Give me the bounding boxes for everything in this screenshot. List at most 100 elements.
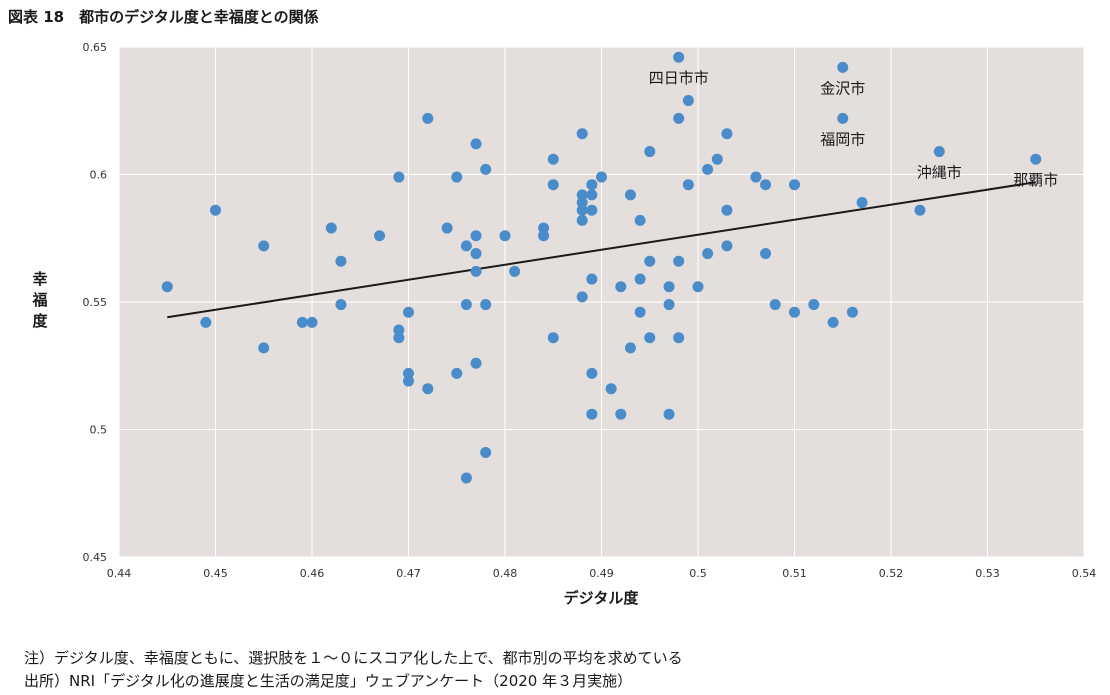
x-tick-label: 0.46 xyxy=(300,567,325,580)
data-point xyxy=(393,332,405,344)
data-point xyxy=(576,214,588,226)
data-point xyxy=(393,171,405,183)
data-point xyxy=(325,222,337,234)
data-point xyxy=(750,171,762,183)
data-point xyxy=(634,214,646,226)
data-point xyxy=(499,230,511,242)
data-point xyxy=(480,163,492,175)
data-point xyxy=(760,248,772,260)
data-point xyxy=(1030,153,1042,165)
y-tick-label: 0.5 xyxy=(90,424,108,437)
data-point xyxy=(576,128,588,140)
data-point xyxy=(663,281,675,293)
y-axis-ticks: 0.45 0.5 0.55 0.6 0.65 xyxy=(83,41,108,564)
data-point xyxy=(470,138,482,150)
y-tick-label: 0.55 xyxy=(83,296,108,309)
data-point xyxy=(460,240,472,252)
data-point xyxy=(624,342,636,354)
data-point xyxy=(441,222,453,234)
data-point xyxy=(393,324,405,336)
data-point xyxy=(422,112,434,124)
data-point xyxy=(296,316,308,328)
trendline xyxy=(167,181,1036,319)
city-label: 沖縄市 xyxy=(917,164,962,182)
data-point xyxy=(509,265,521,277)
data-point xyxy=(470,265,482,277)
data-point xyxy=(692,281,704,293)
data-point xyxy=(827,316,839,328)
city-label: 福岡市 xyxy=(820,130,865,148)
data-point xyxy=(576,189,588,201)
x-axis-label: デジタル度 xyxy=(564,589,640,607)
data-point xyxy=(634,273,646,285)
data-point xyxy=(914,204,926,216)
data-point xyxy=(596,171,607,183)
data-point xyxy=(933,146,945,158)
data-point xyxy=(200,316,212,328)
data-point xyxy=(547,332,559,344)
x-tick-label: 0.47 xyxy=(396,567,421,580)
data-point xyxy=(682,179,694,191)
y-tick-label: 0.6 xyxy=(90,169,108,182)
y-tick-label: 0.45 xyxy=(83,551,108,564)
data-point xyxy=(403,367,414,379)
data-point xyxy=(856,197,868,209)
x-tick-label: 0.44 xyxy=(107,567,132,580)
data-point xyxy=(769,299,781,311)
data-point xyxy=(721,240,733,252)
scatter-chart: 0.44 0.45 0.46 0.47 0.48 0.49 0.5 0.51 0.52 0.53 0… xyxy=(31,41,1097,607)
data-point xyxy=(673,332,685,344)
data-point xyxy=(576,197,588,209)
data-point xyxy=(335,299,347,311)
data-point xyxy=(615,281,627,293)
data-point xyxy=(576,204,588,216)
data-point xyxy=(538,222,550,234)
x-tick-label: 0.49 xyxy=(589,567,614,580)
data-point xyxy=(460,472,472,484)
data-point xyxy=(480,299,492,311)
data-point xyxy=(470,248,482,260)
data-point xyxy=(673,255,685,267)
data-point xyxy=(789,179,800,191)
data-point xyxy=(808,299,820,311)
figure-title: 図表 18 都市のデジタル度と幸福度との関係 xyxy=(8,8,319,26)
data-point xyxy=(451,367,463,379)
data-point xyxy=(644,146,656,158)
gridlines xyxy=(118,46,1085,558)
city-label: 四日市市 xyxy=(649,69,709,87)
data-point xyxy=(403,375,414,387)
data-point xyxy=(663,408,675,420)
data-point xyxy=(644,332,656,344)
y-tick-label: 0.65 xyxy=(83,41,108,54)
data-point xyxy=(258,240,270,252)
data-point xyxy=(789,306,800,318)
data-points xyxy=(161,51,1042,484)
data-point xyxy=(586,204,598,216)
y-axis-label: 幸福度 xyxy=(31,270,48,330)
city-label: 那覇市 xyxy=(1013,171,1058,189)
data-point xyxy=(306,316,318,328)
data-point xyxy=(634,306,646,318)
data-point xyxy=(538,230,550,242)
data-point xyxy=(586,189,598,201)
data-point xyxy=(663,299,675,311)
data-point xyxy=(586,408,598,420)
data-point xyxy=(586,179,598,191)
x-tick-label: 0.51 xyxy=(782,567,807,580)
data-point xyxy=(422,383,434,395)
x-tick-label: 0.54 xyxy=(1072,567,1097,580)
data-point xyxy=(451,171,463,183)
data-point xyxy=(702,248,714,260)
figure-note: 注）デジタル度、幸福度ともに、選択肢を１～０にスコア化した上で、都市別の平均を求… xyxy=(24,649,683,667)
data-point xyxy=(374,230,386,242)
data-point xyxy=(846,306,858,318)
data-point xyxy=(460,299,472,311)
data-point xyxy=(837,112,849,124)
data-point xyxy=(837,61,849,73)
x-tick-label: 0.48 xyxy=(493,567,518,580)
data-point xyxy=(547,153,559,165)
x-axis-ticks: 0.44 0.45 0.46 0.47 0.48 0.49 0.5 0.51 0.52 0.53 0… xyxy=(107,567,1097,580)
data-point xyxy=(576,291,588,303)
city-label: 金沢市 xyxy=(820,79,865,97)
